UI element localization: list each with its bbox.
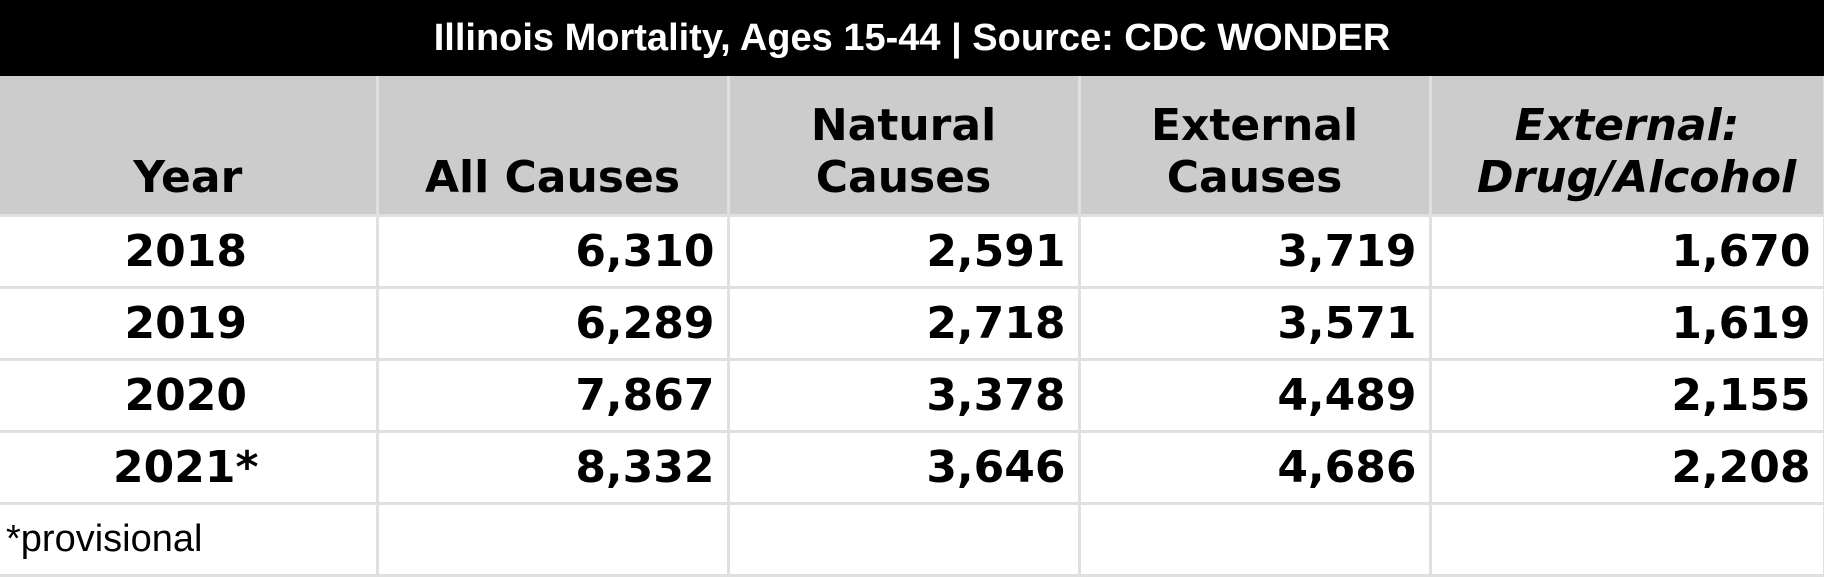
column-header-text: External: Drug/Alcohol <box>1477 100 1797 203</box>
year-cell: 2020 <box>0 359 379 433</box>
data-row: 2021* 8,332 3,646 4,686 2,208 <box>0 431 1824 505</box>
empty-cell <box>377 503 730 577</box>
empty-cell <box>728 503 1081 577</box>
footnote: *provisional <box>0 503 379 577</box>
header-row: Year All Causes Natural Causes External Cau… <box>0 76 1824 217</box>
footnote-row: *provisional <box>0 503 1824 577</box>
value-cell: 2,155 <box>1430 359 1824 433</box>
column-header-text: Year <box>133 152 243 203</box>
value-cell: 4,686 <box>1079 431 1432 505</box>
column-header: External Causes <box>1079 76 1432 217</box>
value-cell: 3,571 <box>1079 287 1432 361</box>
data-row: 2018 6,310 2,591 3,719 1,670 <box>0 215 1824 289</box>
value-cell: 3,378 <box>728 359 1081 433</box>
year-cell: 2019 <box>0 287 379 361</box>
column-header-text: External Causes <box>1150 100 1359 203</box>
data-row: 2019 6,289 2,718 3,571 1,619 <box>0 287 1824 361</box>
value-cell: 7,867 <box>377 359 730 433</box>
value-cell: 2,718 <box>728 287 1081 361</box>
table-body: 2018 6,310 2,591 3,719 1,670 2019 6,289 2,718 3,… <box>0 215 1824 577</box>
value-cell: 3,646 <box>728 431 1081 505</box>
column-header-text: All Causes <box>424 152 681 203</box>
column-header: Year <box>0 76 379 217</box>
value-cell: 1,619 <box>1430 287 1824 361</box>
value-cell: 6,289 <box>377 287 730 361</box>
value-cell: 3,719 <box>1079 215 1432 289</box>
value-cell: 4,489 <box>1079 359 1432 433</box>
year-cell: 2018 <box>0 215 379 289</box>
value-cell: 1,670 <box>1430 215 1824 289</box>
table-title: Illinois Mortality, Ages 15-44 | Source:… <box>0 0 1824 76</box>
value-cell: 6,310 <box>377 215 730 289</box>
column-header: External: Drug/Alcohol <box>1430 76 1824 217</box>
empty-cell <box>1079 503 1432 577</box>
value-cell: 2,591 <box>728 215 1081 289</box>
value-cell: 2,208 <box>1430 431 1824 505</box>
year-cell: 2021* <box>0 431 379 505</box>
empty-cell <box>1430 503 1824 577</box>
column-header: All Causes <box>377 76 730 217</box>
data-row: 2020 7,867 3,378 4,489 2,155 <box>0 359 1824 433</box>
value-cell: 8,332 <box>377 431 730 505</box>
column-header: Natural Causes <box>728 76 1081 217</box>
column-header-text: Natural Causes <box>810 100 997 203</box>
